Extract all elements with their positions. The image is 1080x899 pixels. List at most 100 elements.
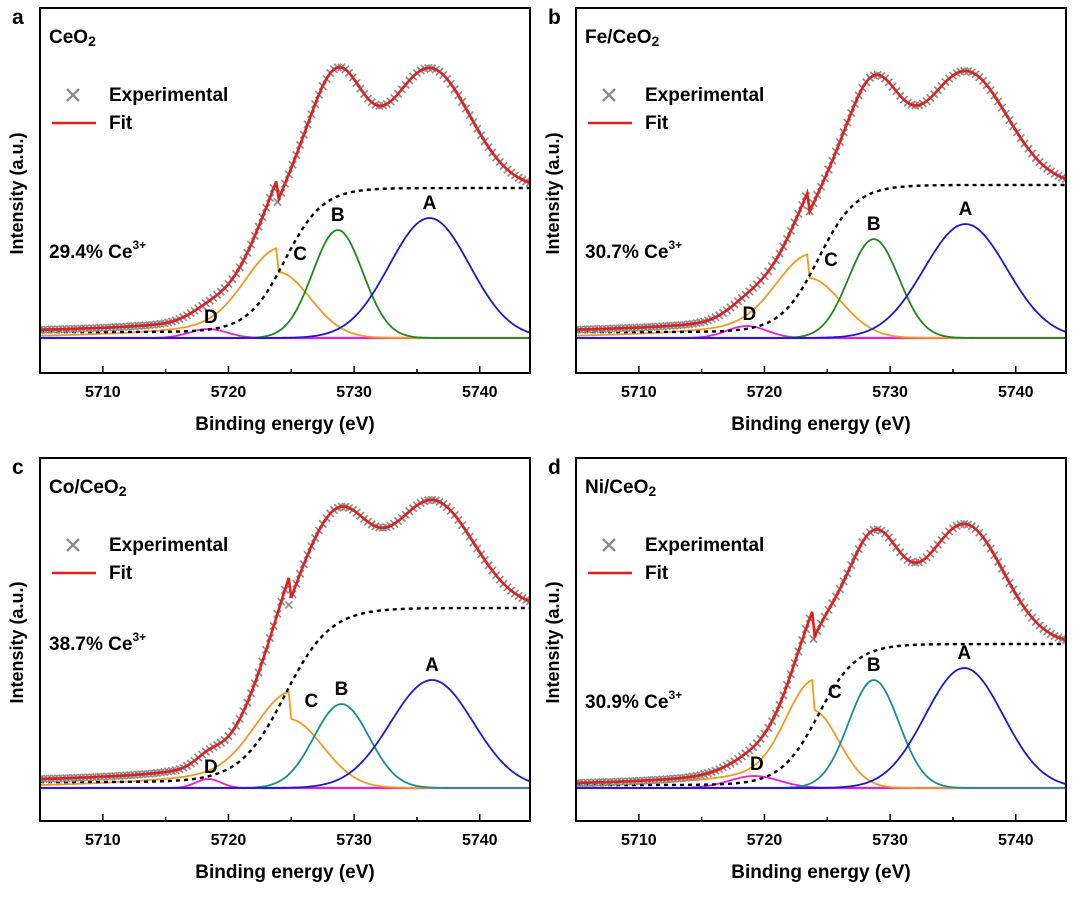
peak-label-D: D	[204, 307, 218, 328]
background-curve	[40, 606, 530, 784]
peak-A-curve	[40, 679, 530, 789]
ce3-percentage: 30.9% Ce3+	[585, 688, 682, 713]
peak-label-A: A	[959, 199, 973, 220]
x-tick-label: 5710	[85, 384, 121, 401]
x-axis-label: Binding energy (eV)	[731, 414, 910, 435]
plot-frame	[575, 7, 1067, 374]
peak-label-C: C	[828, 682, 842, 703]
x-tick-label: 5720	[747, 832, 783, 849]
peak-label-A: A	[957, 643, 971, 664]
legend-marker-experimental	[602, 538, 616, 552]
legend-label-experimental: Experimental	[645, 85, 764, 106]
sample-name: Fe/CeO2	[585, 27, 660, 49]
panel-a: 5710 5720 5730 5740 Binding energy (eV) Inten…	[7, 6, 531, 435]
peak-label-A: A	[425, 655, 439, 676]
legend-label-experimental: Experimental	[645, 535, 764, 556]
panel-letter: c	[12, 456, 24, 479]
fit-curve	[40, 65, 530, 332]
x-axis-label: Binding energy (eV)	[731, 862, 910, 883]
experimental-point	[284, 600, 293, 610]
legend: Experimental Fit	[52, 535, 228, 584]
x-tick-label: 5720	[211, 832, 247, 849]
ce3-percentage: 38.7% Ce3+	[49, 630, 146, 655]
panel-letter: a	[12, 6, 24, 29]
y-axis-label: Intensity (a.u.)	[7, 581, 27, 703]
peak-D-curve	[40, 778, 530, 789]
panel-c: 5710 5720 5730 5740 Binding energy (eV) Inten…	[7, 456, 531, 883]
x-tick-label: 5720	[747, 384, 783, 401]
experimental-points	[576, 519, 1066, 788]
plot-area	[40, 63, 530, 340]
legend-label-fit: Fit	[109, 113, 133, 134]
panel-letter: b	[548, 6, 561, 29]
background-curve	[40, 186, 530, 334]
experimental-point	[525, 597, 530, 606]
ce3-percentage: 29.4% Ce3+	[49, 238, 146, 263]
peak-label-D: D	[750, 754, 764, 775]
fit-curve	[40, 498, 530, 781]
plot-frame	[39, 7, 531, 374]
y-axis-label: Intensity (a.u.)	[543, 581, 563, 703]
peak-label-C: C	[293, 244, 307, 265]
peak-label-B: B	[331, 205, 345, 226]
experimental-points	[576, 66, 1066, 334]
fit-curve	[576, 69, 1066, 331]
background-curve	[576, 183, 1066, 334]
experimental-point	[525, 178, 530, 187]
peak-label-C: C	[305, 691, 319, 712]
legend-label-experimental: Experimental	[109, 535, 228, 556]
panel-b: 5710 5720 5730 5740 Binding energy (eV) Inten…	[543, 6, 1067, 435]
x-axis-label: Binding energy (eV)	[195, 414, 374, 435]
plot-area	[576, 66, 1066, 340]
sample-name: Ni/CeO2	[585, 477, 656, 499]
x-tick-label: 5740	[998, 832, 1034, 849]
peak-A-curve	[576, 667, 1066, 789]
legend-marker-experimental	[66, 88, 80, 102]
legend-marker-experimental	[602, 88, 616, 102]
x-tick-label: 5720	[211, 384, 247, 401]
peak-label-B: B	[867, 655, 881, 676]
panel-d: 5710 5720 5730 5740 Binding energy (eV) Inten…	[543, 456, 1067, 883]
peak-label-D: D	[204, 757, 218, 778]
legend: Experimental Fit	[588, 85, 764, 134]
experimental-point	[1061, 174, 1066, 184]
legend-label-experimental: Experimental	[109, 85, 228, 106]
legend-marker-experimental	[66, 538, 80, 552]
x-tick-label: 5730	[336, 832, 372, 849]
peak-A-curve	[576, 223, 1066, 339]
y-axis-label: Intensity (a.u.)	[543, 132, 563, 254]
x-axis-label: Binding energy (eV)	[195, 862, 374, 883]
x-tick-label: 5710	[85, 832, 121, 849]
peak-label-B: B	[335, 679, 349, 700]
plot-frame	[39, 457, 531, 822]
fit-curve	[576, 522, 1066, 785]
x-tick-label: 5730	[336, 384, 372, 401]
legend: Experimental Fit	[52, 85, 228, 134]
legend-label-fit: Fit	[645, 113, 669, 134]
x-tick-label: 5730	[872, 384, 908, 401]
peak-A-curve	[40, 217, 530, 339]
y-axis-label: Intensity (a.u.)	[7, 132, 27, 254]
plot-area	[576, 519, 1066, 790]
peak-label-A: A	[423, 193, 437, 214]
x-tick-label: 5730	[872, 832, 908, 849]
plot-area	[40, 495, 530, 790]
plot-frame	[575, 457, 1067, 822]
x-tick-label: 5740	[462, 832, 498, 849]
peak-label-B: B	[867, 214, 881, 235]
panel-letter: d	[548, 456, 561, 479]
peak-label-C: C	[824, 250, 838, 271]
peak-label-D: D	[743, 304, 757, 325]
legend-label-fit: Fit	[109, 563, 133, 584]
sample-name: Co/CeO2	[49, 477, 127, 499]
x-tick-label: 5740	[462, 384, 498, 401]
legend-label-fit: Fit	[645, 563, 669, 584]
x-tick-label: 5710	[621, 384, 657, 401]
experimental-point	[273, 197, 282, 207]
x-tick-label: 5710	[621, 832, 657, 849]
sample-name: CeO2	[49, 27, 96, 49]
x-tick-label: 5740	[998, 384, 1034, 401]
experimental-point	[1061, 635, 1066, 645]
ce3-percentage: 30.7% Ce3+	[585, 238, 682, 263]
